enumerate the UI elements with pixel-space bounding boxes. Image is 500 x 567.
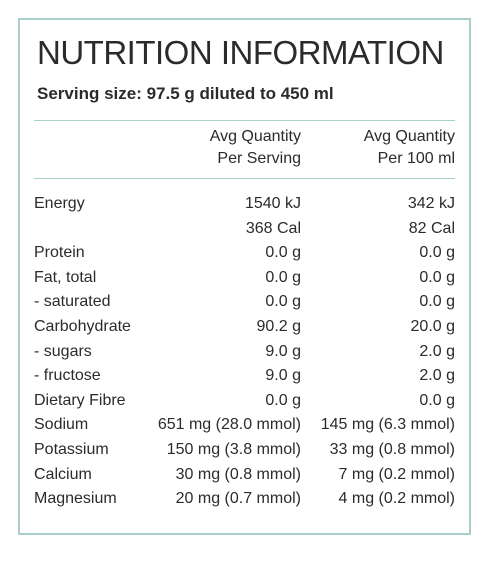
column-header-per-serving-line1: Avg Quantity <box>209 128 301 145</box>
per-serving-value: 0.0 g <box>265 268 301 286</box>
per-100-value: 2.0 g <box>419 342 455 360</box>
nutrient-label: Fat, total <box>34 268 97 286</box>
nutrition-panel: NUTRITION INFORMATION Serving size: 97.5… <box>18 18 471 535</box>
per-serving-value: 0.0 g <box>265 244 301 262</box>
per-100-value: 7 mg (0.2 mmol) <box>338 465 455 483</box>
per-serving-value: 0.0 g <box>265 293 301 311</box>
nutrient-label: Magnesium <box>34 490 117 508</box>
table-row: Energy 1540 kJ 342 kJ <box>34 192 455 217</box>
nutrient-label: - fructose <box>34 367 101 385</box>
nutrient-label: - sugars <box>34 342 92 360</box>
table-row: Potassium 150 mg (3.8 mmol) 33 mg (0.8 m… <box>34 438 455 463</box>
nutrient-label: Calcium <box>34 465 92 483</box>
per-100-value: 20.0 g <box>410 317 455 335</box>
divider-top <box>34 120 455 121</box>
per-100-value: 2.0 g <box>419 367 455 385</box>
nutrient-label: Potassium <box>34 440 109 458</box>
column-header-per-serving: Avg Quantity Per Serving <box>210 126 301 170</box>
per-serving-value: 9.0 g <box>265 342 301 360</box>
per-100-value: 0.0 g <box>419 244 455 262</box>
table-row: Protein 0.0 g 0.0 g <box>34 241 455 266</box>
table-row: - sugars 9.0 g 2.0 g <box>34 340 455 365</box>
table-row: Calcium 30 mg (0.8 mmol) 7 mg (0.2 mmol) <box>34 463 455 488</box>
table-row: Magnesium 20 mg (0.7 mmol) 4 mg (0.2 mmo… <box>34 487 455 512</box>
panel-title: NUTRITION INFORMATION <box>37 34 444 71</box>
per-serving-value: 30 mg (0.8 mmol) <box>175 465 301 483</box>
per-serving-value: 1540 kJ <box>244 195 301 212</box>
per-serving-value: 651 mg (28.0 mmol) <box>157 416 301 434</box>
per-serving-value: 0.0 g <box>265 391 301 409</box>
per-serving-value: 90.2 g <box>256 317 301 335</box>
nutrient-label: Dietary Fibre <box>34 391 126 409</box>
divider-header <box>34 178 455 179</box>
per-100-value: 342 kJ <box>407 195 455 212</box>
table-row: Carbohydrate 90.2 g 20.0 g <box>34 315 455 340</box>
column-header-per-100-line1: Avg Quantity <box>363 128 455 145</box>
nutrient-label: Carbohydrate <box>34 317 131 335</box>
per-100-value: 4 mg (0.2 mmol) <box>338 490 455 508</box>
per-serving-value: 20 mg (0.7 mmol) <box>175 490 301 508</box>
per-100-value: 0.0 g <box>419 268 455 286</box>
per-100-value: 0.0 g <box>419 293 455 311</box>
per-100-value: 33 mg (0.8 mmol) <box>329 440 455 458</box>
column-header-per-100-line2: Per 100 ml <box>377 150 455 167</box>
per-100-value: 0.0 g <box>419 391 455 409</box>
nutrient-label: - saturated <box>34 293 111 311</box>
table-row: 368 Cal 82 Cal <box>34 217 455 242</box>
per-100-value: 145 mg (6.3 mmol) <box>320 416 455 434</box>
per-serving-value: 150 mg (3.8 mmol) <box>166 440 301 458</box>
column-header-per-100: Avg Quantity Per 100 ml <box>364 126 455 170</box>
nutrient-label: Protein <box>34 244 85 262</box>
per-serving-value: 368 Cal <box>245 219 301 237</box>
column-header-per-serving-line2: Per Serving <box>217 150 301 167</box>
per-100-value: 82 Cal <box>408 219 455 237</box>
table-row: - fructose 9.0 g 2.0 g <box>34 364 455 389</box>
table-row: Dietary Fibre 0.0 g 0.0 g <box>34 389 455 414</box>
nutrient-label: Energy <box>34 195 85 212</box>
table-row: - saturated 0.0 g 0.0 g <box>34 290 455 315</box>
table-row: Sodium 651 mg (28.0 mmol) 145 mg (6.3 mm… <box>34 413 455 438</box>
table-row: Fat, total 0.0 g 0.0 g <box>34 266 455 291</box>
nutrient-table: Energy 1540 kJ 342 kJ 368 Cal 82 Cal Pro… <box>34 192 455 512</box>
nutrient-label: Sodium <box>34 416 89 434</box>
per-serving-value: 9.0 g <box>265 367 301 385</box>
serving-size: Serving size: 97.5 g diluted to 450 ml <box>37 84 334 103</box>
